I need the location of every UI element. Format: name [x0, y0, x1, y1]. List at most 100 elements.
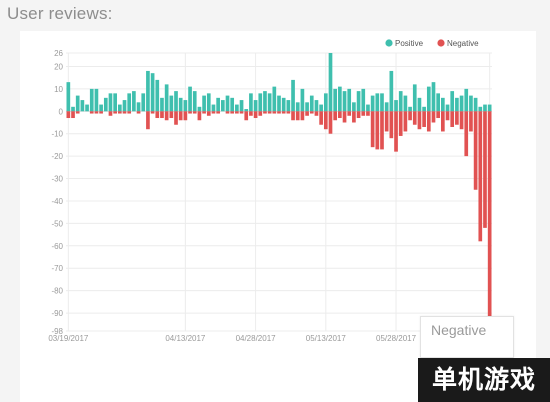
negative-bar [459, 111, 464, 130]
y-tick-label: -90 [51, 309, 63, 318]
negative-bar [473, 111, 478, 190]
negative-bar [183, 111, 188, 121]
negative-bar [314, 111, 319, 116]
positive-bar [108, 93, 113, 112]
negative-bar [375, 111, 380, 150]
positive-bar [267, 93, 272, 112]
negative-bar [403, 111, 408, 132]
user-reviews-chart[interactable]: 26 20 10 0 -10 -20 -30 -40 -50 -60 -70 -80 -90 -9803/… [20, 31, 536, 402]
positive-bar [253, 100, 258, 112]
positive-bar [239, 100, 244, 112]
positive-bar [305, 102, 309, 112]
negative-bar [188, 111, 192, 114]
legend-swatch [385, 39, 393, 47]
positive-bar [178, 97, 183, 112]
positive-bar [338, 86, 342, 112]
positive-bar [431, 82, 436, 112]
negative-bar [155, 111, 160, 119]
y-tick-label: -20 [51, 152, 63, 161]
negative-bar [450, 111, 455, 127]
positive-bar [375, 93, 380, 112]
negative-bar [384, 111, 389, 132]
negative-bar [253, 111, 258, 119]
positive-bar [136, 102, 141, 112]
y-tick-label: -80 [51, 287, 63, 296]
negative-bar [426, 111, 431, 132]
negative-bar [211, 111, 216, 114]
negative-bar [150, 111, 155, 114]
negative-bar [244, 111, 249, 121]
negative-bar [75, 111, 80, 114]
negative-bar [174, 111, 178, 125]
x-tick-label: 05/13/2017 [306, 334, 347, 343]
positive-bar [422, 106, 426, 112]
positive-bar [244, 109, 249, 112]
negative-bar [431, 111, 436, 123]
positive-bar [192, 91, 197, 112]
negative-bar [361, 111, 366, 116]
positive-bar [483, 104, 487, 112]
negative-bar [487, 111, 492, 332]
negative-bar [122, 111, 127, 114]
positive-bar [188, 86, 192, 112]
legend-label: Positive [395, 39, 424, 48]
negative-bar [136, 111, 141, 114]
positive-bar [75, 95, 80, 112]
positive-bar [347, 88, 352, 112]
negative-bar [309, 111, 314, 114]
negative-bar [277, 111, 281, 114]
negative-bar [483, 111, 487, 228]
negative-bar [305, 111, 309, 116]
positive-bar [473, 97, 478, 112]
y-tick-label: -30 [51, 175, 63, 184]
negative-bar [267, 111, 272, 114]
x-tick-label: 04/28/2017 [236, 334, 277, 343]
positive-bar [333, 88, 338, 112]
positive-bar [408, 106, 412, 112]
positive-bar [328, 53, 333, 112]
positive-bar [398, 91, 403, 112]
y-tick-label: 10 [54, 85, 63, 94]
positive-bar [122, 100, 127, 112]
negative-bar [398, 111, 403, 136]
positive-bar [323, 93, 328, 112]
y-tick-label: -50 [51, 219, 63, 228]
negative-bar [422, 111, 426, 127]
negative-bar [445, 111, 450, 121]
negative-bar [216, 111, 220, 114]
y-tick-label: 26 [54, 49, 63, 58]
negative-bar [281, 111, 286, 114]
negative-bar [94, 111, 99, 114]
negative-bar [160, 111, 164, 119]
positive-bar [99, 104, 103, 112]
positive-bar [206, 93, 211, 112]
negative-bar [319, 111, 323, 125]
positive-bar [384, 102, 389, 112]
negative-bar [478, 111, 483, 242]
positive-bar [445, 104, 450, 112]
negative-bar [89, 111, 94, 114]
negative-bar [146, 111, 150, 130]
negative-bar [469, 111, 473, 132]
negative-bar [412, 111, 417, 125]
positive-bar [394, 100, 398, 112]
negative-bar [249, 111, 253, 116]
negative-bar [380, 111, 384, 150]
positive-bar [464, 88, 469, 112]
negative-bar [347, 111, 352, 116]
page-title: User reviews: [7, 4, 113, 23]
legend: Positive Negative [385, 39, 479, 48]
positive-bar [281, 97, 286, 112]
tooltip: Negative [420, 316, 514, 358]
negative-bar [464, 111, 469, 157]
positive-bar [220, 100, 225, 112]
positive-bar [113, 93, 117, 112]
positive-bar [66, 82, 71, 112]
negative-bar [291, 111, 295, 121]
positive-bar [94, 88, 99, 112]
positive-bar [366, 104, 370, 112]
tooltip-label: Negative [431, 322, 487, 338]
positive-bar [370, 95, 375, 112]
positive-bar [403, 95, 408, 112]
negative-bar [113, 111, 117, 114]
